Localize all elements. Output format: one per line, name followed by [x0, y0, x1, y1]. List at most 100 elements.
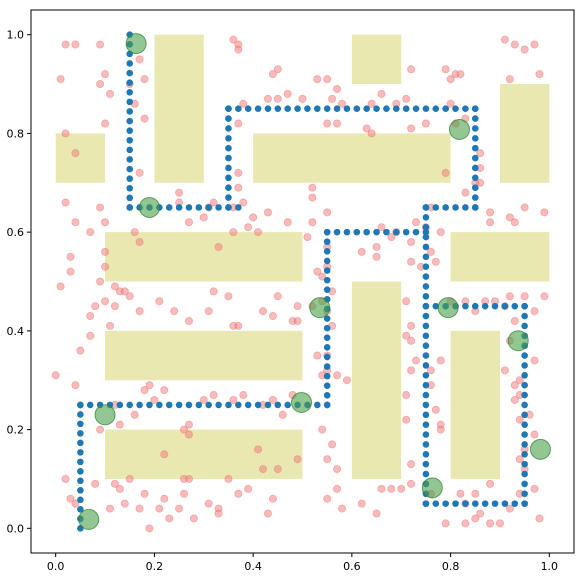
sample-point [323, 119, 332, 128]
path-point [225, 174, 232, 182]
sample-point [239, 198, 248, 207]
sample-point [125, 474, 134, 483]
path-point [432, 105, 440, 113]
path-point [323, 238, 331, 246]
sample-point [476, 149, 485, 158]
path-point [471, 154, 479, 162]
sample-point [263, 208, 272, 217]
path-point [225, 401, 232, 409]
sample-point [259, 465, 268, 474]
sample-point [101, 247, 110, 256]
sample-point [96, 277, 105, 286]
sample-point [505, 213, 514, 222]
path-point [471, 135, 479, 142]
y-tick-label: 1.0 [7, 29, 25, 42]
path-point [274, 105, 282, 113]
sample-point [293, 302, 302, 311]
path-point [432, 500, 440, 507]
sample-point [402, 415, 411, 424]
path-point [77, 458, 84, 466]
sample-point [56, 282, 65, 291]
path-point [323, 372, 331, 380]
sample-point [61, 198, 70, 207]
sample-point [56, 75, 65, 84]
obstacle-rect [450, 330, 500, 479]
sample-point [407, 321, 416, 330]
sample-point [333, 484, 342, 493]
path-point [462, 105, 469, 113]
sample-point [431, 405, 440, 414]
path-point [422, 450, 430, 458]
path-point [136, 401, 143, 409]
path-point [244, 105, 252, 113]
sample-point [86, 228, 95, 237]
sample-point [412, 218, 421, 227]
path-point [363, 105, 370, 113]
path-point [353, 105, 361, 113]
path-point [521, 401, 528, 409]
sample-point [362, 124, 371, 133]
path-point [323, 228, 331, 236]
x-tick-label: 0.4 [244, 560, 262, 573]
obstacle-rect [55, 133, 106, 183]
sample-point [160, 494, 169, 503]
path-point [126, 204, 134, 211]
sample-point [273, 465, 282, 474]
path-point [165, 204, 173, 211]
sample-point [199, 213, 208, 222]
sample-point [333, 84, 342, 93]
sample-point [184, 218, 193, 227]
sample-point [259, 307, 268, 316]
sample-point [214, 242, 223, 251]
sample-point [333, 465, 342, 474]
path-point [294, 105, 301, 113]
sample-point [471, 489, 480, 498]
path-point [422, 401, 430, 409]
obstacle-rect [154, 34, 204, 183]
path-point [323, 257, 331, 265]
sample-point [120, 287, 129, 296]
sample-point [96, 425, 105, 434]
path-point [452, 204, 459, 211]
path-point [422, 214, 430, 221]
sample-point [125, 292, 134, 301]
path-point [304, 105, 311, 113]
path-point [422, 470, 430, 478]
sample-point [486, 208, 495, 217]
sample-point [308, 218, 317, 227]
sample-point [184, 474, 193, 483]
sample-point [387, 484, 396, 493]
obstacle-rect [450, 232, 550, 282]
sample-point [515, 415, 524, 424]
sample-point [303, 233, 312, 242]
sample-point [155, 504, 164, 513]
y-tick-label: 0.4 [7, 325, 25, 338]
sample-point [209, 287, 218, 296]
path-point [521, 391, 528, 399]
sample-point [268, 312, 277, 321]
path-point [175, 401, 183, 409]
path-point [254, 401, 262, 409]
sample-point [308, 183, 317, 192]
sample-point [66, 494, 75, 503]
sample-point [101, 218, 110, 227]
path-point [225, 135, 232, 142]
sample-point [61, 40, 70, 49]
path-point [77, 468, 84, 475]
path-point [521, 312, 528, 320]
sample-point [150, 395, 159, 404]
path-point [225, 115, 232, 122]
obstacle-rect [351, 34, 402, 85]
sample-point [431, 257, 440, 266]
path-point [471, 174, 479, 182]
sample-point [140, 75, 149, 84]
path-point [254, 105, 262, 113]
path-point [422, 233, 430, 241]
path-point [235, 204, 242, 211]
path-point [422, 263, 430, 270]
x-tick-label: 0.2 [146, 560, 164, 573]
sample-point [130, 228, 139, 237]
sample-point [184, 420, 193, 429]
sample-point [140, 386, 149, 395]
